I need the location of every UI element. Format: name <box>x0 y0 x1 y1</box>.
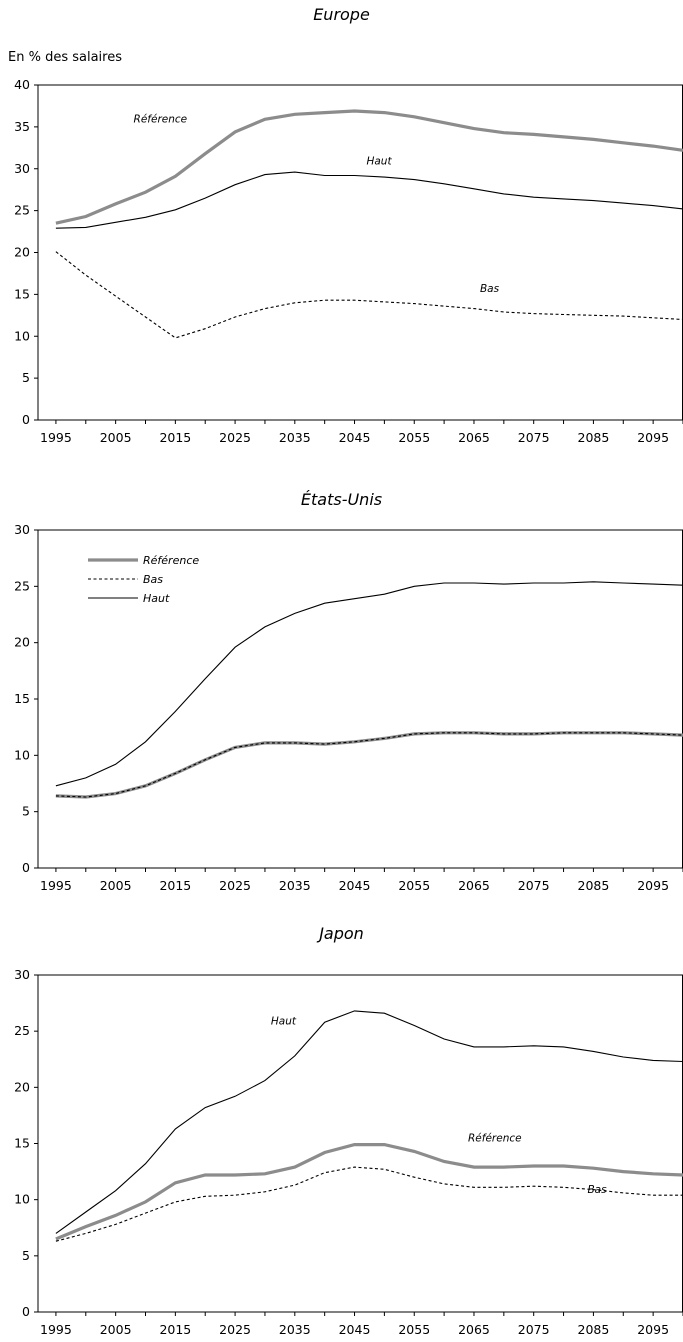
chart-title-europe: Europe <box>313 5 370 24</box>
legend-label: Bas <box>143 573 163 586</box>
series-line-haut <box>55 1010 683 1234</box>
series-line-reference <box>55 109 683 225</box>
x-tick-label: 2045 <box>339 878 371 893</box>
chart-title-etats-unis: États-Unis <box>300 490 383 509</box>
y-tick-label: 35 <box>14 119 30 134</box>
y-tick-label: 30 <box>14 522 30 537</box>
x-tick-label: 2055 <box>398 1322 430 1337</box>
x-tick-label: 2075 <box>518 430 550 445</box>
y-tick-label: 0 <box>22 412 30 427</box>
series-line-haut <box>55 171 683 229</box>
series-annotation: Bas <box>587 1184 607 1196</box>
series-line-haut <box>55 581 683 787</box>
x-tick-label: 2085 <box>578 1322 610 1337</box>
x-tick-label: 2065 <box>458 878 490 893</box>
x-tick-label: 2035 <box>279 430 311 445</box>
y-tick-label: 0 <box>22 1304 30 1319</box>
series-annotation: Bas <box>480 283 500 295</box>
x-tick-label: 2045 <box>339 1322 371 1337</box>
series-annotation: Haut <box>271 1015 297 1027</box>
x-tick-label: 2025 <box>219 878 251 893</box>
y-axis-label-europe: En % des salaires <box>8 50 122 65</box>
x-tick-label: 2075 <box>518 878 550 893</box>
legend-label: Haut <box>143 592 170 605</box>
series-line-bas <box>55 1166 683 1242</box>
series-annotation: Référence <box>134 114 188 126</box>
x-tick-label: 2085 <box>578 430 610 445</box>
y-tick-label: 5 <box>22 370 30 385</box>
x-tick-label: 2025 <box>219 430 251 445</box>
y-tick-label: 15 <box>14 1136 30 1151</box>
y-tick-label: 10 <box>14 1192 30 1207</box>
y-tick-label: 10 <box>14 328 30 343</box>
x-tick-label: 2035 <box>279 1322 311 1337</box>
y-tick-label: 30 <box>14 161 30 176</box>
y-tick-label: 25 <box>14 203 30 218</box>
y-tick-label: 20 <box>14 245 30 260</box>
x-tick-label: 2065 <box>458 1322 490 1337</box>
series-annotation: Haut <box>366 156 392 168</box>
y-tick-label: 5 <box>22 1248 30 1263</box>
x-tick-label: 2065 <box>458 430 490 445</box>
x-tick-label: 2015 <box>159 878 191 893</box>
x-tick-label: 2085 <box>578 878 610 893</box>
series-line-bas <box>55 251 683 339</box>
x-tick-label: 2055 <box>398 878 430 893</box>
y-tick-label: 25 <box>14 1023 30 1038</box>
series-annotation: Référence <box>468 1132 522 1144</box>
y-tick-label: 20 <box>14 635 30 650</box>
x-tick-label: 2075 <box>518 1322 550 1337</box>
x-tick-label: 2025 <box>219 1322 251 1337</box>
x-tick-label: 2055 <box>398 430 430 445</box>
y-tick-label: 15 <box>14 286 30 301</box>
y-tick-label: 20 <box>14 1079 30 1094</box>
x-tick-label: 1995 <box>40 430 72 445</box>
series-line-bas <box>55 732 683 798</box>
x-tick-label: 2005 <box>100 878 132 893</box>
x-tick-label: 2095 <box>637 878 669 893</box>
y-tick-label: 0 <box>22 860 30 875</box>
x-tick-label: 2095 <box>637 430 669 445</box>
x-tick-label: 2095 <box>637 1322 669 1337</box>
x-tick-label: 2015 <box>159 1322 191 1337</box>
x-tick-label: 2005 <box>100 430 132 445</box>
y-tick-label: 5 <box>22 804 30 819</box>
y-tick-label: 40 <box>14 77 30 92</box>
y-tick-label: 10 <box>14 747 30 762</box>
series-line-reference <box>55 1142 683 1241</box>
legend-label: Référence <box>143 554 199 567</box>
x-tick-label: 2045 <box>339 430 371 445</box>
y-tick-label: 15 <box>14 691 30 706</box>
x-tick-label: 1995 <box>40 878 72 893</box>
x-tick-label: 2005 <box>100 1322 132 1337</box>
y-tick-label: 25 <box>14 578 30 593</box>
chart-title-japon: Japon <box>319 924 364 943</box>
x-tick-label: 2015 <box>159 430 191 445</box>
x-tick-label: 2035 <box>279 878 311 893</box>
x-tick-label: 1995 <box>40 1322 72 1337</box>
y-tick-label: 30 <box>14 967 30 982</box>
